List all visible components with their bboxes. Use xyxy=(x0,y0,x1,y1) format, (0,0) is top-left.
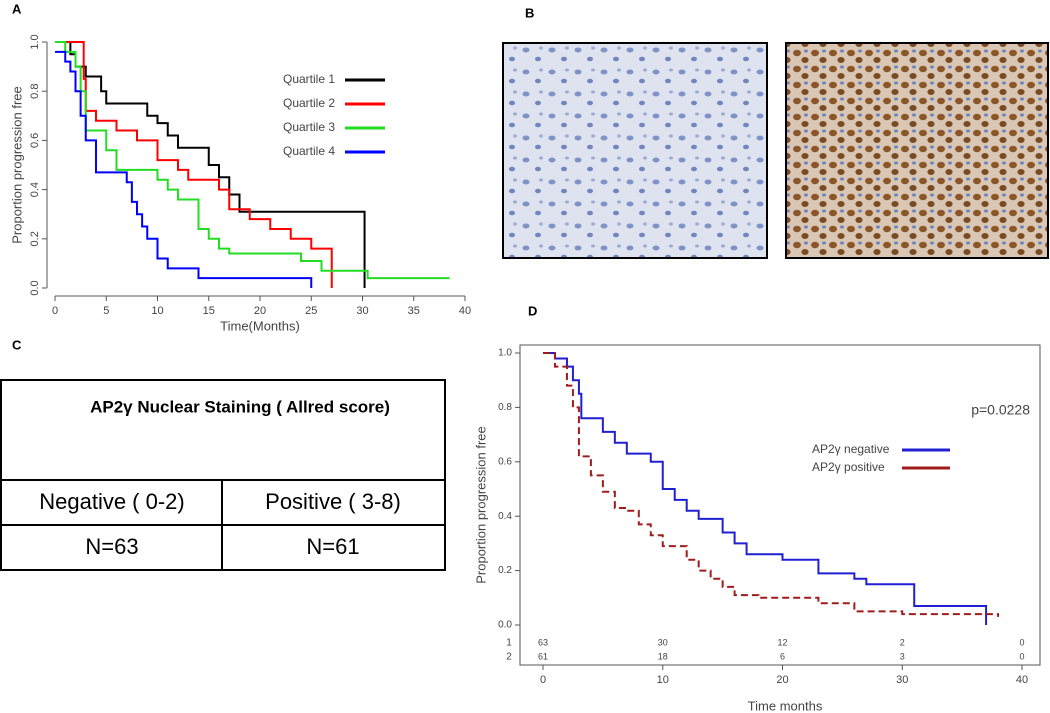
micrograph-negative xyxy=(502,42,768,259)
table-cell: Positive ( 3-8) xyxy=(265,489,401,514)
table-cell: N=61 xyxy=(306,534,359,559)
y-tick-label: 0.4 xyxy=(498,511,512,522)
survival-curve xyxy=(55,41,333,288)
panel-label: B xyxy=(525,5,534,20)
risk-count: 12 xyxy=(777,637,787,647)
x-tick-label: 10 xyxy=(657,674,669,686)
x-tick-label: 15 xyxy=(203,305,215,317)
x-axis-label: Time months xyxy=(748,698,823,713)
panel-label: C xyxy=(12,337,22,352)
risk-count: 0 xyxy=(1019,651,1024,661)
x-tick-label: 40 xyxy=(1016,674,1028,686)
y-tick-label: 0.6 xyxy=(498,456,512,467)
y-tick-label: 1.0 xyxy=(498,348,512,359)
survival-curve xyxy=(543,352,988,625)
risk-count: 0 xyxy=(1019,637,1024,647)
x-tick-label: 20 xyxy=(254,305,266,317)
survival-curve xyxy=(55,50,313,288)
legend-label: Quartile 1 xyxy=(283,72,335,86)
x-tick-label: 10 xyxy=(151,305,163,317)
legend-label: AP2γ negative xyxy=(812,442,890,456)
y-tick-label: 0.6 xyxy=(29,133,41,148)
table xyxy=(0,379,446,571)
x-tick-label: 20 xyxy=(776,674,788,686)
y-tick-label: 0.2 xyxy=(498,565,512,576)
risk-count: 18 xyxy=(658,651,668,661)
y-tick-label: 0.8 xyxy=(498,402,512,413)
y-tick-label: 0.4 xyxy=(29,182,41,197)
legend-label: Quartile 3 xyxy=(283,120,335,134)
y-tick-label: 0.0 xyxy=(29,280,41,295)
x-axis-label: Time(Months) xyxy=(220,318,300,333)
y-axis-label: Proportion progression free xyxy=(473,426,488,584)
panel-label: A xyxy=(12,1,22,16)
y-tick-label: 0.8 xyxy=(29,84,41,99)
y-tick-label: 0.2 xyxy=(29,231,41,246)
y-tick-label: 1.0 xyxy=(29,34,41,49)
plot-frame xyxy=(519,344,1041,666)
survival-curve xyxy=(543,352,1000,617)
risk-count: 2 xyxy=(900,637,905,647)
x-tick-label: 0 xyxy=(540,674,546,686)
y-axis-label: Proportion progression free xyxy=(9,86,24,244)
legend-label: AP2γ positive xyxy=(812,460,885,474)
table-cell: Negative ( 0-2) xyxy=(39,489,185,514)
risk-count: 61 xyxy=(538,651,548,661)
survival-curve xyxy=(55,41,450,280)
x-tick-label: 35 xyxy=(408,305,420,317)
risk-row-label: 1 xyxy=(506,638,512,649)
legend-label: Quartile 2 xyxy=(283,96,335,110)
annotation: p=0.0228 xyxy=(971,402,1030,418)
x-tick-label: 0 xyxy=(52,305,58,317)
x-tick-label: 25 xyxy=(305,305,317,317)
risk-count: 63 xyxy=(538,637,548,647)
risk-count: 6 xyxy=(780,651,785,661)
y-tick-label: 0.0 xyxy=(498,620,512,631)
survival-curve xyxy=(55,41,366,288)
risk-count: 30 xyxy=(658,637,668,647)
x-tick-label: 30 xyxy=(356,305,368,317)
x-tick-label: 30 xyxy=(896,674,908,686)
risk-count: 3 xyxy=(900,651,905,661)
panel-label: D xyxy=(528,303,537,318)
x-tick-label: 5 xyxy=(103,305,109,317)
micrograph-positive xyxy=(785,42,1049,259)
table-header: AP2γ Nuclear Staining ( Allred score) xyxy=(90,397,390,416)
legend-label: Quartile 4 xyxy=(283,144,335,158)
risk-row-label: 2 xyxy=(506,652,512,663)
table-cell: N=63 xyxy=(85,534,138,559)
x-tick-label: 40 xyxy=(459,305,471,317)
